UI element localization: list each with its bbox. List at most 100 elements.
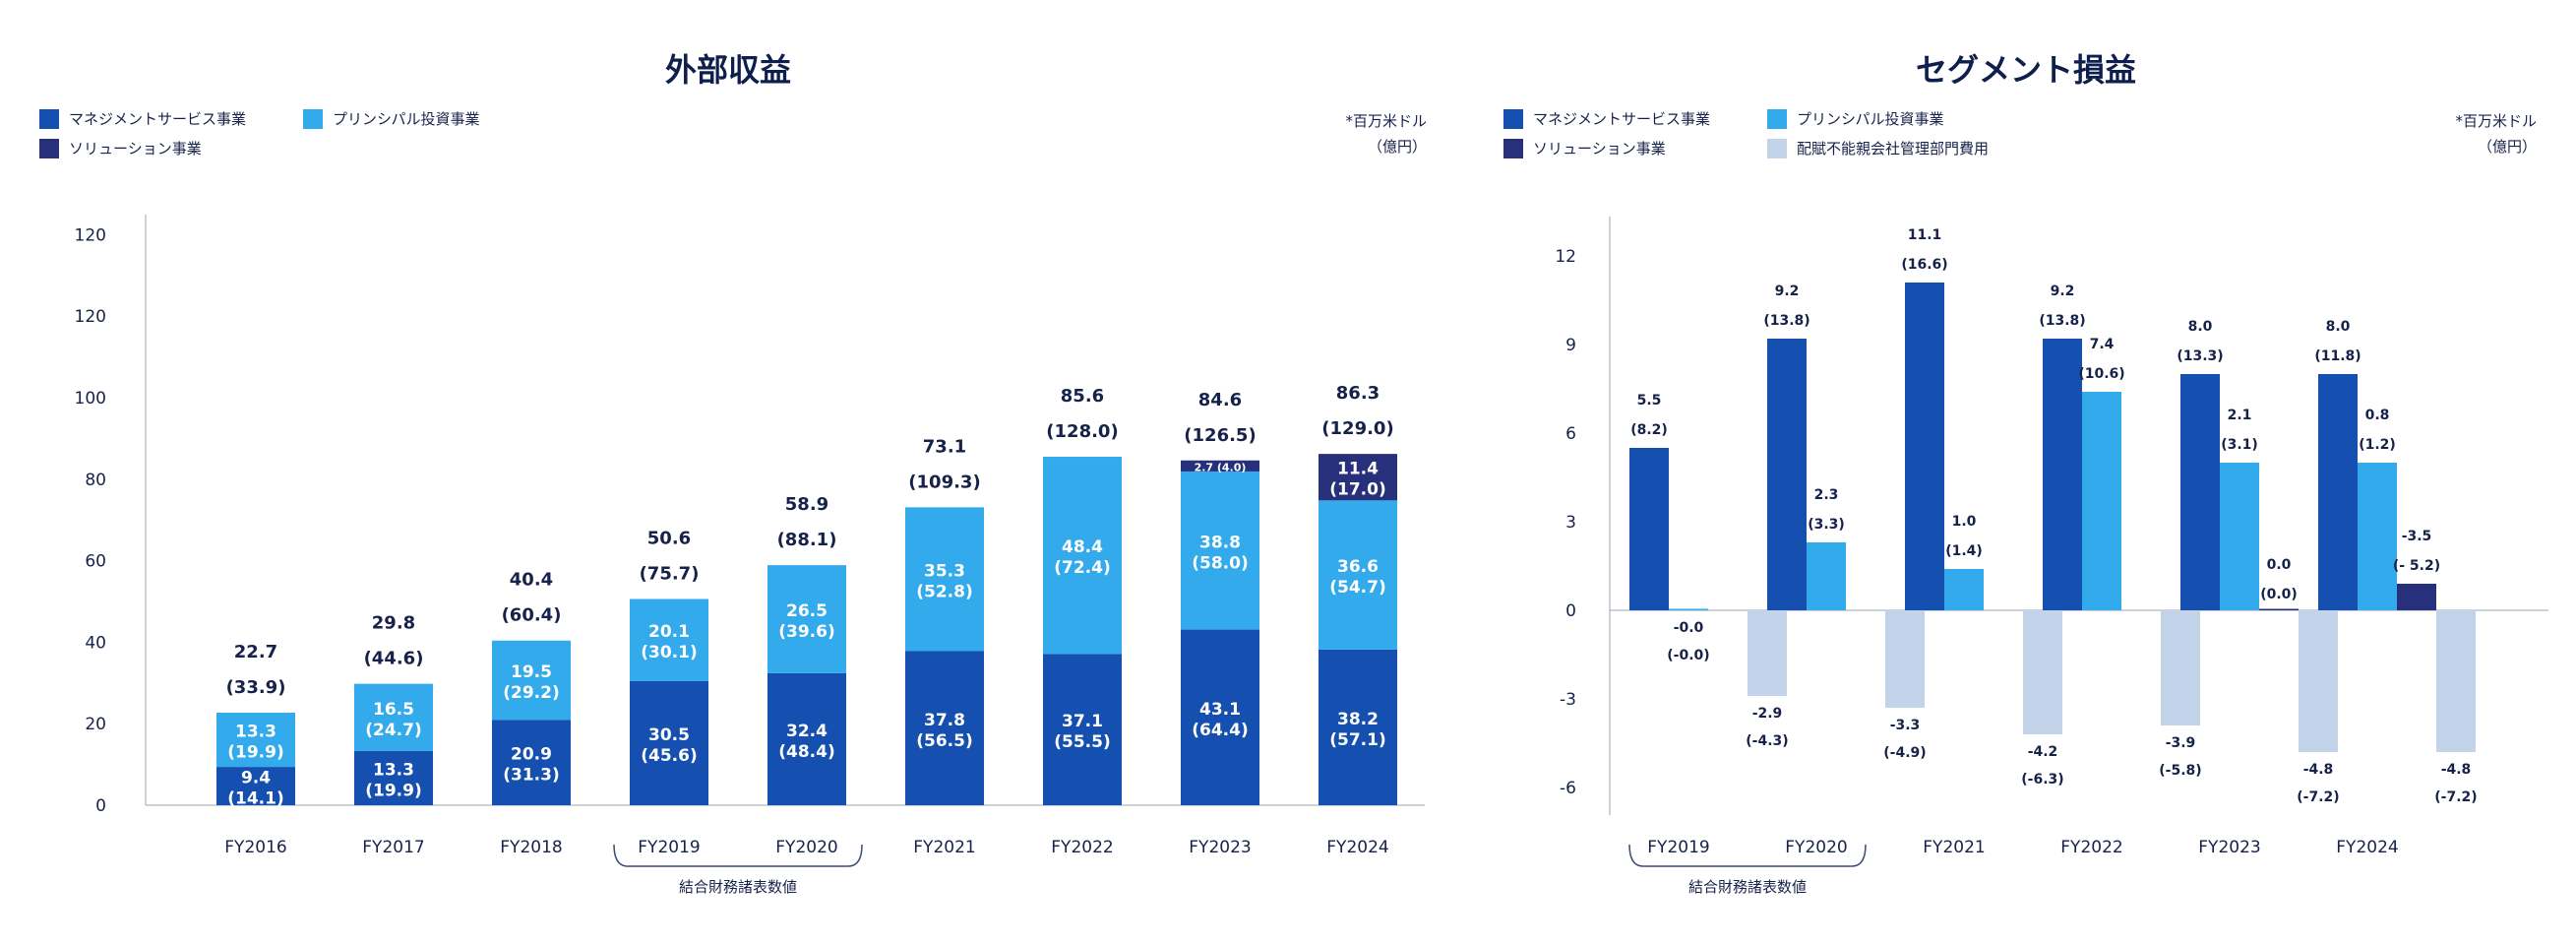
bar-segment <box>354 683 433 751</box>
legend-solution: ソリューション事業 <box>39 138 202 158</box>
data-sub-label: (-0.0) <box>1667 648 1709 663</box>
bar <box>1944 569 1984 610</box>
x-tick-label: FY2024 <box>2336 838 2398 857</box>
data-label: 0.0 <box>2267 557 2292 573</box>
bar-segment <box>767 565 846 673</box>
bar-segment <box>905 507 984 652</box>
legend-label: ソリューション事業 <box>1533 140 1666 158</box>
bar <box>1905 283 1944 610</box>
total-sub-label: (126.5) <box>1184 425 1256 446</box>
bar <box>1748 610 1787 696</box>
data-label: (24.7) <box>365 721 421 740</box>
total-label: 22.7 <box>234 642 277 662</box>
legend-swatch-principal <box>303 108 323 129</box>
data-sub-label: (1.2) <box>2359 437 2396 453</box>
data-label: (64.4) <box>1192 721 1248 740</box>
data-label: 26.5 <box>786 601 828 621</box>
total-label: 58.9 <box>785 494 828 515</box>
bar-segment <box>1181 460 1259 472</box>
legend-label: プリンシパル投資事業 <box>1797 110 1944 128</box>
data-label: (31.3) <box>503 766 559 786</box>
data-sub-label: (0.0) <box>2260 587 2298 602</box>
data-sub-label: (10.6) <box>2078 366 2124 382</box>
x-tick-label: FY2024 <box>1326 838 1388 857</box>
data-sub-label: (13.3) <box>2177 348 2223 364</box>
bar <box>2220 463 2259 610</box>
y-tick-label: 0 <box>1565 601 1576 621</box>
bar-segment <box>1319 649 1397 805</box>
total-label: 85.6 <box>1061 386 1104 407</box>
x-tick-label: FY2023 <box>2198 838 2260 857</box>
bar-segment <box>1319 454 1397 501</box>
bar <box>1885 610 1925 708</box>
data-label: 1.0 <box>1952 514 1977 530</box>
y-tick-label: -3 <box>1560 690 1576 710</box>
bar-segment <box>492 720 571 805</box>
y-tick-label: 0 <box>95 796 106 816</box>
data-label: -2.9 <box>1752 706 1783 722</box>
bar-segment <box>492 640 571 721</box>
data-label: 2.7 (4.0) <box>1195 461 1247 473</box>
x-tick-label: FY2019 <box>1647 838 1709 857</box>
data-label: 20.9 <box>511 745 552 765</box>
y-tick-label: 9 <box>1565 336 1576 355</box>
data-label: -3.9 <box>2166 735 2196 751</box>
legend-solution: ソリューション事業 <box>1503 138 1666 158</box>
bar <box>2043 339 2082 610</box>
bar-segment <box>216 713 295 768</box>
segment-chart-panel: セグメント損益 マネジメントサービス事業 プリンシパル投資事業 ソリューション事… <box>1476 0 2576 945</box>
group-bracket-label: 結合財務諸表数値 <box>679 878 797 896</box>
bar <box>1807 542 1846 610</box>
bar <box>2318 374 2358 610</box>
y-tick-label: 120 <box>75 225 106 245</box>
legend-management: マネジメントサービス事業 <box>39 108 246 129</box>
data-sub-label: (-6.3) <box>2021 772 2063 788</box>
total-sub-label: (44.6) <box>364 649 424 669</box>
bar <box>2023 610 2062 734</box>
legend-label: 配賦不能親会社管理部門費用 <box>1797 140 1990 158</box>
data-label: 2.3 <box>1814 487 1839 503</box>
x-tick-label: FY2020 <box>1785 838 1847 857</box>
data-label: (58.0) <box>1192 553 1248 573</box>
data-label: (52.8) <box>916 582 972 601</box>
y-tick-label: 12 <box>1555 247 1576 267</box>
segment-chart-title: セグメント損益 <box>1915 51 2136 89</box>
data-label: 35.3 <box>924 561 965 581</box>
data-label: 5.5 <box>1637 393 1662 409</box>
legend-management: マネジメントサービス事業 <box>1503 108 1710 129</box>
legend-swatch-principal <box>1767 108 1787 129</box>
data-label: 16.5 <box>373 700 414 720</box>
data-label: -3.5 <box>2402 529 2432 544</box>
data-label: (17.0) <box>1329 480 1385 500</box>
data-label: -3.3 <box>1890 718 1921 733</box>
data-label: 32.4 <box>786 722 828 741</box>
bar-segment <box>1181 629 1259 805</box>
data-label: (29.2) <box>503 683 559 703</box>
total-sub-label: (128.0) <box>1046 421 1118 442</box>
data-label: (72.4) <box>1054 558 1110 578</box>
data-label: 37.8 <box>924 711 965 730</box>
bar <box>1629 448 1669 610</box>
y-tick-label: 40 <box>85 633 106 653</box>
data-sub-label: (13.8) <box>1763 313 1809 329</box>
bar-segment <box>1319 500 1397 650</box>
legend-swatch-management <box>1503 108 1523 129</box>
legend-unallocated: 配賦不能親会社管理部門費用 <box>1767 138 1989 158</box>
bar-segment <box>1043 654 1122 805</box>
legend-label: プリンシパル投資事業 <box>333 110 480 128</box>
data-label: (48.4) <box>778 742 834 762</box>
data-label: 9.2 <box>1775 284 1800 299</box>
legend-principal: プリンシパル投資事業 <box>303 108 480 129</box>
x-tick-label: FY2021 <box>913 838 975 857</box>
data-label: (55.5) <box>1054 732 1110 752</box>
data-label: -4.8 <box>2303 762 2334 778</box>
legend-label: マネジメントサービス事業 <box>69 110 247 128</box>
total-sub-label: (109.3) <box>908 472 980 492</box>
data-label: 2.1 <box>2228 408 2252 423</box>
revenue-unit-note: *百万米ドル （億円） <box>1279 108 1427 159</box>
data-label: 11.1 <box>1908 227 1942 243</box>
legend-swatch-unallocated <box>1767 138 1787 158</box>
group-bracket <box>613 844 863 867</box>
data-label: (19.9) <box>227 743 283 763</box>
bar-segment <box>630 680 708 805</box>
